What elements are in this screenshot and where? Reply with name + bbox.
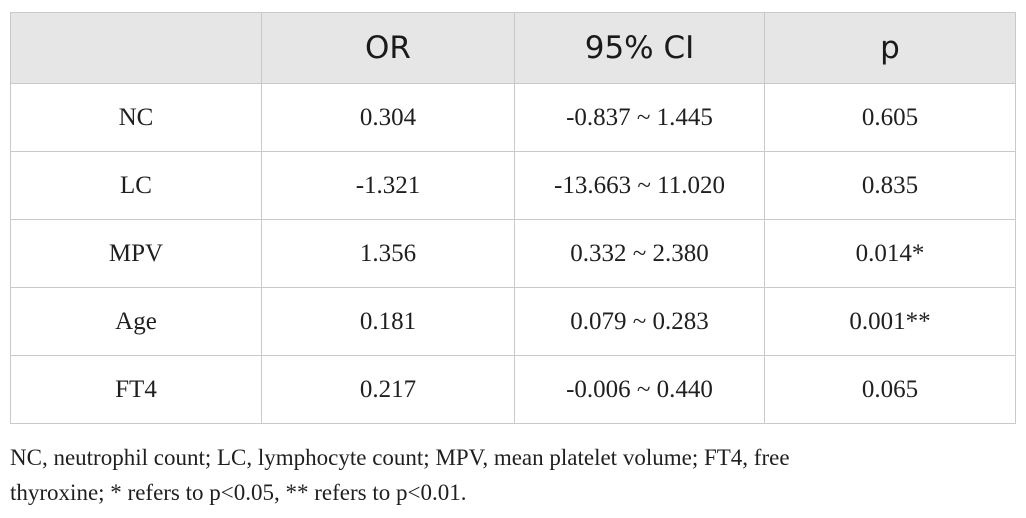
table-row: LC -1.321 -13.663 ~ 11.020 0.835 <box>10 151 1016 220</box>
or-cell: -1.321 <box>261 151 515 220</box>
table-row: MPV 1.356 0.332 ~ 2.380 0.014* <box>10 219 1016 288</box>
row-label-cell: FT4 <box>10 355 262 424</box>
ci-cell: 0.332 ~ 2.380 <box>514 219 765 288</box>
or-cell: 0.217 <box>261 355 515 424</box>
row-label-cell: Age <box>10 287 262 356</box>
ci-cell: -13.663 ~ 11.020 <box>514 151 765 220</box>
header-cell-p: p <box>764 12 1016 84</box>
footnote-line-2: thyroxine; * refers to p<0.05, ** refers… <box>10 480 467 505</box>
ci-cell: -0.837 ~ 1.445 <box>514 83 765 152</box>
header-cell-variable <box>10 12 262 84</box>
p-value-cell: 0.605 <box>764 83 1016 152</box>
results-table: OR 95% CI p NC 0.304 -0.837 ~ 1.445 0.60… <box>10 12 1016 424</box>
table-header-row: OR 95% CI p <box>10 12 1016 84</box>
or-cell: 0.304 <box>261 83 515 152</box>
row-label-cell: NC <box>10 83 262 152</box>
or-cell: 1.356 <box>261 219 515 288</box>
row-label-cell: MPV <box>10 219 262 288</box>
ci-cell: 0.079 ~ 0.283 <box>514 287 765 356</box>
p-value-cell: 0.014* <box>764 219 1016 288</box>
header-cell-or: OR <box>261 12 515 84</box>
results-table-container: OR 95% CI p NC 0.304 -0.837 ~ 1.445 0.60… <box>10 12 1016 424</box>
table-row: Age 0.181 0.079 ~ 0.283 0.001** <box>10 287 1016 356</box>
table-row: NC 0.304 -0.837 ~ 1.445 0.605 <box>10 83 1016 152</box>
table-row: FT4 0.217 -0.006 ~ 0.440 0.065 <box>10 355 1016 424</box>
p-value-cell: 0.065 <box>764 355 1016 424</box>
row-label-cell: LC <box>10 151 262 220</box>
table-footnote: NC, neutrophil count; LC, lymphocyte cou… <box>10 440 1015 510</box>
or-cell: 0.181 <box>261 287 515 356</box>
p-value-cell: 0.835 <box>764 151 1016 220</box>
footnote-line-1: NC, neutrophil count; LC, lymphocyte cou… <box>10 445 790 470</box>
ci-cell: -0.006 ~ 0.440 <box>514 355 765 424</box>
p-value-cell: 0.001** <box>764 287 1016 356</box>
header-cell-ci: 95% CI <box>514 12 765 84</box>
